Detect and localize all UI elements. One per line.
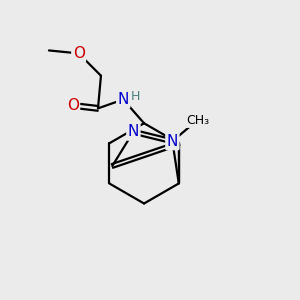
- Text: N: N: [167, 134, 178, 149]
- Text: H: H: [130, 90, 140, 103]
- Text: O: O: [67, 98, 79, 113]
- Text: N: N: [128, 124, 139, 139]
- Text: CH₃: CH₃: [186, 114, 209, 127]
- Text: O: O: [73, 46, 85, 61]
- Text: N: N: [118, 92, 129, 107]
